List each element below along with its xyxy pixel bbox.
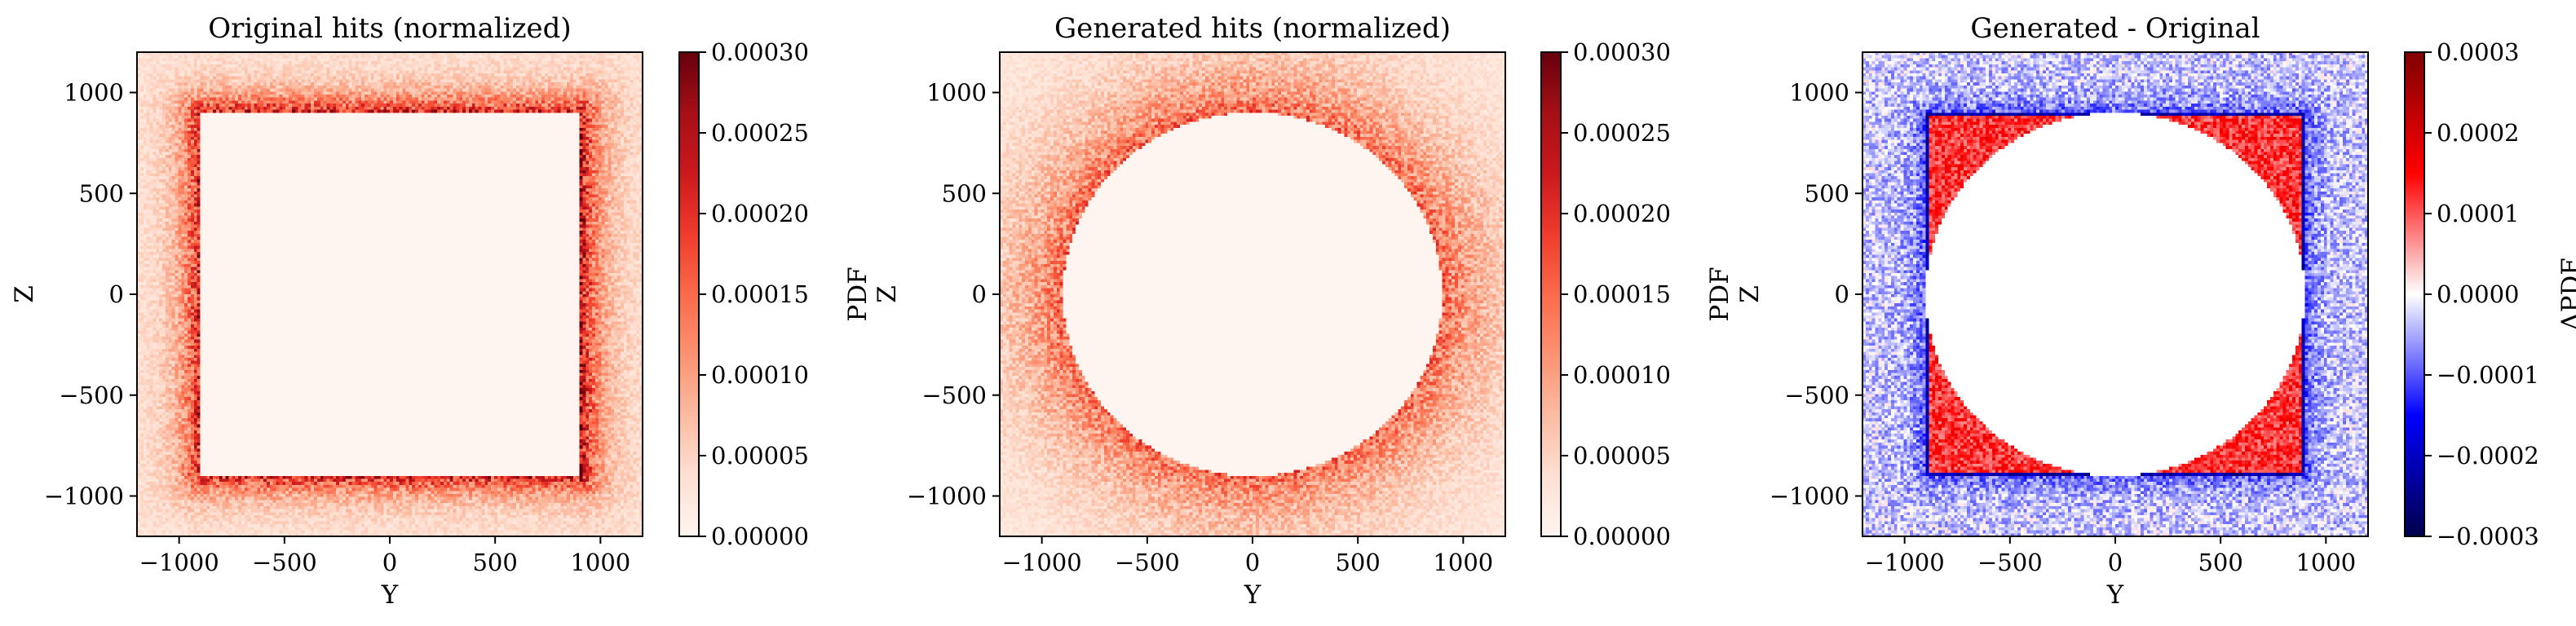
y-tick-label: −500 [921,381,987,409]
y-tick-label: 1000 [1789,79,1849,107]
colorbar-tick-label: 0.0002 [2437,119,2519,147]
y-tick-label: −1000 [44,483,124,510]
y-tick-label: −500 [1784,381,1849,409]
colorbar-tick-label: 0.00025 [1573,119,1671,147]
colorbar-tick-label: 0.00030 [711,38,809,66]
colorbar-tick-label: 0.00010 [711,361,809,389]
colorbar-tick-label: 0.00015 [1573,280,1671,308]
x-tick-label: 0 [2108,549,2123,576]
colorbar-tick-label: 0.00000 [711,522,809,550]
colorbar-tick-label: 0.0000 [2437,280,2519,308]
x-tick-label: 500 [2198,549,2242,576]
x-tick-label: −500 [252,549,317,576]
y-tick-label: 1000 [926,79,987,107]
x-axis-label: Y [1244,580,1261,610]
x-tick-label: −1000 [139,549,219,576]
chart-title: Generated - Original [1970,12,2260,45]
chart-panel-2: −1000 −500 0 500 1000 −1000 −500 0 500 1000 Genera… [873,12,1734,610]
colorbar-1 [678,51,700,537]
x-tick-label: −500 [1115,549,1180,576]
chart-title: Generated hits (normalized) [1054,12,1451,45]
x-tick-label: 500 [1335,549,1380,576]
y-axis-label: Z [873,285,902,303]
y-tick-label: 0 [972,280,987,308]
x-axis-label: Y [2106,580,2124,610]
heatmap-image-3 [1862,52,2368,536]
colorbar-tick-label: 0.0001 [2437,200,2519,227]
y-tick-label: 500 [79,179,124,207]
colorbar-label: ΔPDF [2556,258,2576,331]
y-tick-label: −1000 [907,483,987,510]
colorbar-tick-label: −0.0001 [2437,361,2539,389]
y-axis-label: Z [1735,285,1765,303]
y-tick-label: 0 [1835,280,1849,308]
x-tick-label: 500 [472,549,517,576]
colorbar-label: PDF [1705,267,1734,321]
x-tick-label: 0 [382,549,397,576]
colorbar-tick-label: 0.00000 [1573,522,1671,550]
colorbar-tick-label: 0.00005 [1573,442,1671,470]
colorbar-tick-label: 0.00020 [1573,200,1671,227]
y-tick-label: −500 [59,381,124,409]
x-tick-label: −1000 [1002,549,1082,576]
x-tick-label: −1000 [1865,549,1945,576]
colorbar-tick-label: 0.00005 [711,442,809,470]
x-tick-label: 1000 [2295,549,2356,576]
x-tick-label: 1000 [570,549,630,576]
colorbar-2 [1540,51,1562,537]
y-tick-label: 500 [942,179,987,207]
colorbar-tick-label: 0.00025 [711,119,809,147]
x-tick-label: 0 [1245,549,1260,576]
colorbar-tick-label: −0.0002 [2437,442,2539,470]
y-tick-label: 0 [109,280,124,308]
colorbar-tick-label: 0.00010 [1573,361,1671,389]
chart-title: Original hits (normalized) [208,12,571,45]
heatmap-image-1 [137,52,643,536]
y-tick-label: −1000 [1770,483,1849,510]
colorbar-tick-label: 0.00015 [711,280,809,308]
y-tick-label: 1000 [64,79,124,107]
heatmap-image-2 [1000,52,1505,536]
x-axis-label: Y [381,580,399,610]
colorbar-tick-label: 0.00030 [1573,38,1671,66]
chart-panel-3: −1000 −500 0 500 1000 −1000 −500 0 500 1000 Genera… [1735,12,2576,610]
y-axis-label: Z [10,285,39,303]
colorbar-3 [2404,51,2425,537]
colorbar-tick-label: 0.0003 [2437,38,2519,66]
colorbar-tick-label: 0.00020 [711,200,809,227]
x-tick-label: −500 [1977,549,2043,576]
colorbar-label: PDF [843,267,873,321]
chart-panel-1: −1000 −500 0 500 1000 −1000 −500 0 500 1000 Origin… [10,12,873,610]
y-tick-label: 500 [1805,179,1849,207]
x-tick-label: 1000 [1433,549,1493,576]
colorbar-tick-label: −0.0003 [2437,522,2539,550]
